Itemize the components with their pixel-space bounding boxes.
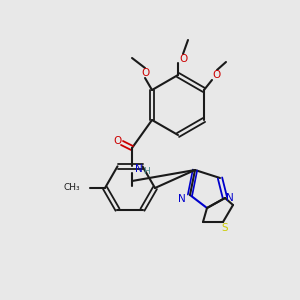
Text: CH₃: CH₃ xyxy=(63,184,80,193)
Text: S: S xyxy=(222,223,228,233)
Text: O: O xyxy=(179,54,187,64)
Text: H: H xyxy=(143,167,150,176)
Text: N: N xyxy=(178,194,186,204)
Text: O: O xyxy=(141,68,149,78)
Text: O: O xyxy=(213,70,221,80)
Text: N: N xyxy=(226,193,234,203)
Text: O: O xyxy=(113,136,121,146)
Text: N: N xyxy=(135,164,143,174)
